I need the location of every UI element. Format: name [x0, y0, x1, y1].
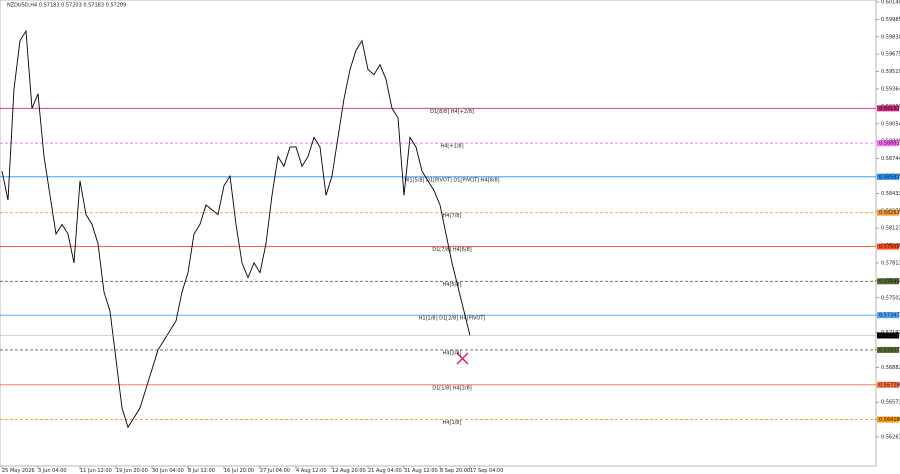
y-tick-label: 0.58433	[881, 191, 900, 197]
x-tick-label: 12 Aug 20:00	[332, 468, 366, 474]
plot-frame	[0, 0, 877, 467]
level-label: H4[+1/8]	[440, 144, 463, 150]
chart-title: NZDUSD,H4 0.57183 0.57203 0.57183 0.5720…	[7, 3, 126, 9]
y-tick-label: 0.59675	[881, 52, 900, 58]
y-tick-label: 0.59519	[881, 69, 900, 75]
x-tick-label: 3 Jun 04:00	[38, 468, 67, 474]
level-price-label: 0.57347	[879, 313, 900, 319]
x-tick-label: 21 Aug 04:00	[368, 468, 402, 474]
level-label: D1[7/8] H4[6/8]	[432, 247, 472, 253]
y-tick-label: 0.59830	[881, 34, 900, 40]
level-price-box	[877, 381, 899, 388]
level-label: W1[5/8] D1[PIVOT] D1[PIVOT] H4[8/8]	[404, 177, 499, 183]
level-price-box	[877, 346, 899, 353]
level-price-label: 0.58581	[879, 174, 900, 180]
level-label: H4[5/8]	[443, 282, 462, 288]
x-tick-label: 8 Sep 20:00	[440, 468, 470, 474]
level-label: D1[1/8] H4[2/8]	[432, 385, 472, 391]
x-marker	[456, 352, 469, 365]
level-price-label: 0.58261	[879, 210, 900, 216]
x-tick-label: 19 Jun 20:00	[116, 468, 148, 474]
y-tick-label: 0.56571	[881, 400, 900, 406]
level-price-box	[877, 243, 899, 250]
price-line	[1, 29, 471, 429]
y-tick-label: 0.59364	[881, 87, 900, 93]
level-price-label: 0.56726	[879, 382, 900, 388]
x-tick-label: 8 Jul 12:00	[188, 468, 215, 474]
bid-price-box	[877, 332, 899, 339]
level-price-box	[877, 312, 899, 319]
level-price-box	[877, 105, 899, 112]
level-price-box	[877, 416, 899, 423]
level-price-box	[877, 209, 899, 216]
x-tick-label: 17 Sep 04:00	[470, 468, 503, 474]
level-label: H4[3/8]	[443, 350, 462, 356]
y-tick-label: 0.59054	[881, 121, 900, 127]
x-tick-label: 27 Jul 04:00	[260, 468, 290, 474]
x-tick-label: 25 May 2026	[2, 468, 35, 474]
y-tick-label: 0.59985	[881, 17, 900, 23]
level-price-label: 0.59192	[879, 106, 900, 112]
level-label: D1[8/8] H4[+2/8]	[430, 109, 474, 115]
y-tick-label: 0.56882	[881, 365, 900, 371]
y-tick-label: 0.56261	[881, 434, 900, 440]
level-price-label: 0.57037	[879, 347, 900, 353]
level-label: H4[1/8]	[443, 420, 462, 426]
x-tick-label: 16 Jul 20:00	[224, 468, 254, 474]
x-tick-label: 4 Aug 12:00	[296, 468, 327, 474]
level-label: H4[7/8]	[443, 213, 462, 219]
level-price-box	[877, 140, 899, 147]
level-price-label: 0.57649	[879, 279, 900, 285]
y-tick-label: 0.58744	[881, 156, 900, 162]
level-price-box	[877, 173, 899, 180]
bid-price-label: 0.57166	[879, 333, 900, 339]
x-tick-label: 30 Jun 04:00	[152, 468, 184, 474]
level-price-label: 0.58881	[879, 141, 900, 147]
level-price-box	[877, 278, 899, 285]
y-tick-label: 0.57502	[881, 295, 900, 301]
level-price-label: 0.57959	[879, 244, 900, 250]
level-price-label: 0.56416	[879, 417, 900, 423]
x-tick-label: 31 Aug 12:00	[404, 468, 438, 474]
x-tick-label: 11 Jun 12:00	[80, 468, 112, 474]
y-tick-label: 0.57813	[881, 260, 900, 266]
y-tick-label: 0.60140	[881, 0, 900, 6]
level-label: H1[1/8] D1[2/8] H4[PIVOT]	[419, 316, 486, 322]
y-tick-label: 0.58123	[881, 226, 900, 232]
